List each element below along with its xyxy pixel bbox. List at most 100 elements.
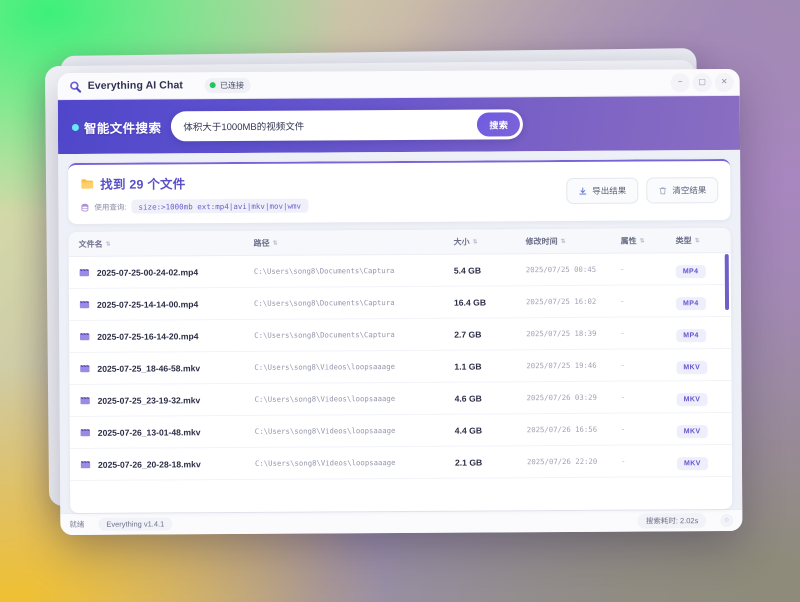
brand-title: 智能文件搜索: [83, 120, 162, 136]
sort-icon: ⇅: [272, 240, 278, 247]
cell-size: 16.4 GB: [453, 296, 487, 308]
cell-filename[interactable]: 2025-07-25-00-24-02.mp4: [79, 266, 254, 278]
cell-modified-date: 2025/07/26 22:20: [526, 456, 598, 467]
column-header-name-label: 文件名: [78, 239, 103, 249]
table-row[interactable]: 2025-07-26_20-28-18.mkv C:\Users\song8\Vi…: [69, 444, 733, 482]
cell-size: 2.1 GB: [454, 457, 483, 468]
cell-modified-date: 2025/07/25 18:39: [526, 328, 597, 339]
video-file-icon: [80, 395, 91, 406]
cell-path: C:\Users\song8\Videos\loopsaaage: [254, 362, 396, 372]
results-table-card: 文件名 ⇅ 路径 ⇅ 大小 ⇅ 修改时间 ⇅ 属性 ⇅: [68, 227, 733, 514]
search-bar[interactable]: 搜索: [171, 109, 524, 142]
minimize-button[interactable]: −: [670, 72, 690, 92]
cell-modified-date: 2025/07/26 16:56: [526, 424, 598, 435]
cell-filename[interactable]: 2025-07-26_13-01-48.mkv: [80, 426, 255, 438]
cell-type: MKV: [676, 419, 729, 438]
clear-results-label: 清空结果: [672, 185, 707, 196]
sort-icon: ⇅: [694, 237, 700, 244]
type-badge: MKV: [676, 392, 708, 406]
filename-label: 2025-07-25-14-14-00.mp4: [96, 298, 199, 310]
cell-filename[interactable]: 2025-07-25_23-19-32.mkv: [80, 394, 255, 406]
cell-filename[interactable]: 2025-07-25_18-46-58.mkv: [79, 362, 254, 374]
export-results-button[interactable]: 导出结果: [566, 177, 639, 204]
cell-path: C:\Users\song8\Documents\Captura: [253, 266, 395, 276]
export-results-label: 导出结果: [592, 185, 627, 196]
statusbar-spacer: [186, 521, 624, 524]
titlebar-spacer: [251, 82, 668, 85]
table-row[interactable]: 2025-07-25-00-24-02.mp4 C:\Users\song8\Do…: [68, 252, 731, 290]
cell-filename[interactable]: 2025-07-26_20-28-18.mkv: [80, 458, 255, 470]
column-header-date[interactable]: 修改时间 ⇅: [526, 235, 621, 247]
sort-icon: ⇅: [105, 241, 111, 248]
cell-modified-date: 2025/07/25 19:46: [526, 360, 597, 371]
download-icon: [578, 186, 587, 195]
video-file-icon: [79, 267, 90, 278]
cell-filename[interactable]: 2025-07-25-16-14-20.mp4: [79, 330, 254, 342]
brand-dot-icon: [71, 123, 79, 131]
query-string: size:>1000mb ext:mp4|avi|mkv|mov|wmv: [131, 198, 309, 214]
filename-label: 2025-07-25-16-14-20.mp4: [97, 330, 199, 342]
filename-label: 2025-07-26_20-28-18.mkv: [97, 458, 201, 470]
search-input[interactable]: [183, 119, 478, 132]
cell-path: C:\Users\song8\Videos\loopsaaage: [254, 458, 396, 468]
content-area: 找到 29 个文件 使用查询: size:>1000mb ext:mp4|avi…: [58, 149, 743, 514]
cell-size: 1.1 GB: [454, 361, 482, 372]
cell-modified-date: 2025/07/26 03:29: [526, 392, 597, 403]
column-header-attributes-label: 属性: [620, 236, 637, 246]
table-row[interactable]: 2025-07-26_13-01-48.mkv C:\Users\song8\Vi…: [69, 412, 732, 450]
connection-status-label: 已连接: [219, 80, 245, 90]
connection-status-badge: 已连接: [204, 77, 252, 93]
summary-actions: 导出结果 清空结果: [566, 177, 719, 204]
cell-type: MKV: [676, 387, 729, 406]
table-body: 2025-07-25-00-24-02.mp4 C:\Users\song8\Do…: [68, 252, 733, 513]
maximize-button[interactable]: ▢: [692, 72, 712, 92]
column-header-attributes[interactable]: 属性 ⇅: [621, 235, 676, 246]
close-button[interactable]: ✕: [714, 72, 734, 92]
status-elapsed: 搜索耗时: 2.02s: [637, 513, 707, 529]
sort-icon: ⇅: [560, 238, 566, 245]
cell-attributes: -: [620, 264, 624, 274]
cell-type: MP4: [675, 291, 728, 310]
table-row[interactable]: 2025-07-25-16-14-20.mp4 C:\Users\song8\Do…: [69, 316, 732, 354]
table-scrollbar-thumb[interactable]: [724, 253, 730, 311]
type-badge: MP4: [675, 296, 706, 310]
video-file-icon: [79, 299, 90, 310]
column-header-path-label: 路径: [253, 238, 270, 248]
cell-size: 2.7 GB: [454, 329, 482, 340]
found-count-label: 找到 29 个文件: [100, 177, 186, 192]
trash-icon: [658, 186, 667, 195]
type-badge: MKV: [676, 456, 708, 470]
clear-results-button[interactable]: 清空结果: [646, 177, 719, 204]
column-header-date-label: 修改时间: [525, 236, 558, 246]
column-header-size[interactable]: 大小 ⇅: [454, 236, 526, 247]
cell-path: C:\Users\song8\Videos\loopsaaage: [254, 394, 396, 404]
video-file-icon: [79, 363, 90, 374]
summary-left: 找到 29 个文件 使用查询: size:>1000mb ext:mp4|avi…: [80, 171, 566, 214]
table-row[interactable]: 2025-07-25_23-19-32.mkv C:\Users\song8\Vi…: [69, 380, 732, 418]
cell-modified-date: 2025/07/25 16:02: [525, 296, 597, 307]
query-label: 使用查询:: [94, 202, 127, 212]
help-icon[interactable]: ○: [720, 513, 734, 528]
cell-size: 4.4 GB: [454, 425, 483, 436]
cell-path: C:\Users\song8\Videos\loopsaaage: [254, 426, 396, 436]
column-header-path[interactable]: 路径 ⇅: [254, 236, 454, 248]
cell-modified-date: 2025/07/25 00:45: [525, 264, 597, 275]
search-button[interactable]: 搜索: [477, 112, 521, 137]
results-summary-card: 找到 29 个文件 使用查询: size:>1000mb ext:mp4|avi…: [68, 158, 731, 225]
query-row: 使用查询: size:>1000mb ext:mp4|avi|mkv|mov|w…: [80, 197, 566, 214]
table-row[interactable]: 2025-07-25-14-14-00.mp4 C:\Users\song8\Do…: [68, 284, 732, 322]
cell-type: MP4: [676, 323, 728, 342]
cell-type: MP4: [675, 259, 728, 278]
cell-path: C:\Users\song8\Documents\Captura: [253, 298, 395, 308]
cell-attributes: -: [621, 424, 625, 434]
column-header-name[interactable]: 文件名 ⇅: [79, 237, 254, 249]
cell-type: MKV: [676, 451, 729, 470]
column-header-type[interactable]: 类型 ⇅: [676, 234, 728, 245]
type-badge: MKV: [676, 360, 708, 374]
video-file-icon: [79, 331, 90, 342]
folder-icon: [80, 177, 94, 189]
cell-filename[interactable]: 2025-07-25-14-14-00.mp4: [79, 298, 254, 310]
table-row[interactable]: 2025-07-25_18-46-58.mkv C:\Users\song8\Vi…: [69, 348, 732, 386]
app-title: Everything AI Chat: [87, 79, 184, 92]
column-header-size-label: 大小: [453, 237, 470, 247]
